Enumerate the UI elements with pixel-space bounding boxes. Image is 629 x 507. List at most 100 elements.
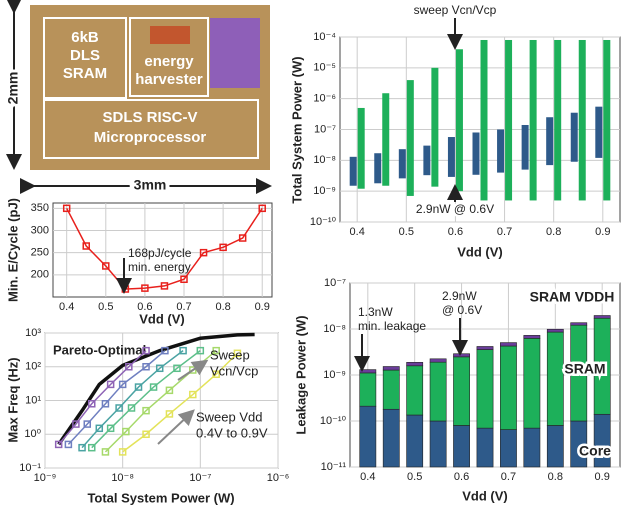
bar-segment xyxy=(429,358,447,363)
y-tick-label: 10⁻⁷ xyxy=(314,123,336,135)
range-bar xyxy=(529,39,537,201)
bar-segment xyxy=(523,427,541,468)
data-point xyxy=(83,420,92,428)
bar-segment xyxy=(406,414,424,468)
annotation: 1.3nW xyxy=(358,305,393,319)
bar-segment xyxy=(523,335,541,339)
x-tick-label: 0.8 xyxy=(548,471,563,483)
range-bar xyxy=(455,49,463,192)
y-tick-label: 10⁻¹⁰ xyxy=(310,216,337,228)
x-axis-label: Vdd (V) xyxy=(457,244,503,259)
x-tick-label: 0.5 xyxy=(407,471,422,483)
die-label: SDLS RISC-V xyxy=(102,109,197,126)
y-tick-label: 10⁻¹¹ xyxy=(321,461,347,473)
annotation: min. energy xyxy=(128,260,191,274)
data-point xyxy=(165,386,174,395)
range-bar xyxy=(423,145,431,176)
y-tick-label: 10⁰ xyxy=(24,428,41,440)
data-point xyxy=(160,282,169,290)
data-point xyxy=(142,363,150,371)
bar-segment xyxy=(500,342,517,347)
bar-segment xyxy=(546,425,564,468)
legend-label: SRAM xyxy=(564,361,605,377)
die-region xyxy=(210,18,260,88)
data-point xyxy=(142,406,150,415)
data-point xyxy=(101,448,110,456)
bar-segment xyxy=(476,427,494,468)
y-tick-label: 10² xyxy=(25,361,41,373)
data-point xyxy=(141,284,149,292)
data-point xyxy=(106,380,115,389)
bar-segment xyxy=(359,372,377,407)
x-tick-label: 0.4 xyxy=(360,471,375,483)
bar-segment xyxy=(546,328,564,333)
legend-label: SRAM VDDH xyxy=(530,289,615,305)
data-point xyxy=(95,424,104,433)
y-tick-label: 200 xyxy=(31,269,49,281)
range-bar xyxy=(398,149,406,179)
x-tick-label: 0.9 xyxy=(595,471,610,483)
data-point xyxy=(142,430,150,438)
range-bar xyxy=(472,132,480,175)
x-tick-label: 0.6 xyxy=(448,226,463,238)
legend-label: Core xyxy=(579,443,611,459)
data-point xyxy=(78,443,86,452)
range-bar xyxy=(521,124,529,170)
legend-label: SRAM VDDH xyxy=(530,289,615,305)
y-tick-label: 350 xyxy=(31,202,49,214)
data-point xyxy=(149,383,158,391)
legend-label: SRAM xyxy=(564,361,605,377)
data-point xyxy=(199,248,208,257)
dimension-label: 3mm xyxy=(134,177,167,193)
bar-segment xyxy=(382,369,400,410)
data-point xyxy=(88,400,96,408)
range-bar xyxy=(578,39,586,201)
y-tick-label: 10⁻⁵ xyxy=(313,62,336,74)
bar-segment xyxy=(546,331,564,426)
data-point xyxy=(88,443,96,452)
x-axis-label: Vdd (V) xyxy=(139,311,185,326)
data-point xyxy=(122,427,130,436)
data-point xyxy=(212,370,220,378)
annotation: Sweep xyxy=(210,347,250,362)
data-point xyxy=(127,404,136,412)
bar-segment xyxy=(593,413,611,468)
x-tick-label: 0.5 xyxy=(399,226,414,238)
range-bar xyxy=(382,93,390,186)
annotation: @ 0.6V xyxy=(442,303,482,317)
bar-segment xyxy=(476,349,494,429)
data-point xyxy=(258,204,266,213)
y-tick-label: 10⁻⁸ xyxy=(313,154,336,166)
bar-segment xyxy=(359,405,377,468)
bar-segment xyxy=(523,338,541,429)
x-tick-label: 0.7 xyxy=(501,471,516,483)
bar-segment xyxy=(359,369,377,374)
x-tick-label: 10⁻⁷ xyxy=(189,472,211,484)
bar-segment xyxy=(500,429,517,468)
data-point xyxy=(179,346,187,355)
bar-segment xyxy=(593,315,611,319)
data-point xyxy=(118,380,127,389)
harvester-block xyxy=(129,17,209,97)
data-point xyxy=(118,448,127,456)
data-point xyxy=(155,364,164,373)
data-point xyxy=(82,242,90,250)
chart: 10⁻¹¹ 10⁻¹⁰ 10⁻⁹ 10⁻⁸ 10⁻⁷ 0.4 0.5 0.6 0.7 0.8 0.9… xyxy=(293,277,621,503)
legend-label: Core xyxy=(579,443,611,459)
y-tick-label: 10¹ xyxy=(25,394,41,406)
bar-segment xyxy=(382,366,400,371)
y-tick-label: 10⁻⁴ xyxy=(313,31,336,43)
annotation: min. leakage xyxy=(358,319,426,333)
annotation: 2.9nW xyxy=(442,289,477,303)
range-bar xyxy=(546,117,554,166)
annotation-arrow xyxy=(157,409,195,445)
bar-segment xyxy=(406,362,424,367)
range-bar xyxy=(374,153,382,184)
data-point xyxy=(212,346,220,355)
x-tick-label: 0.8 xyxy=(546,226,561,238)
y-tick-label: 250 xyxy=(31,247,49,259)
annotation: 0.4V to 0.9V xyxy=(196,425,268,440)
data-point xyxy=(142,346,150,355)
dimension-label: 2mm xyxy=(5,72,21,105)
